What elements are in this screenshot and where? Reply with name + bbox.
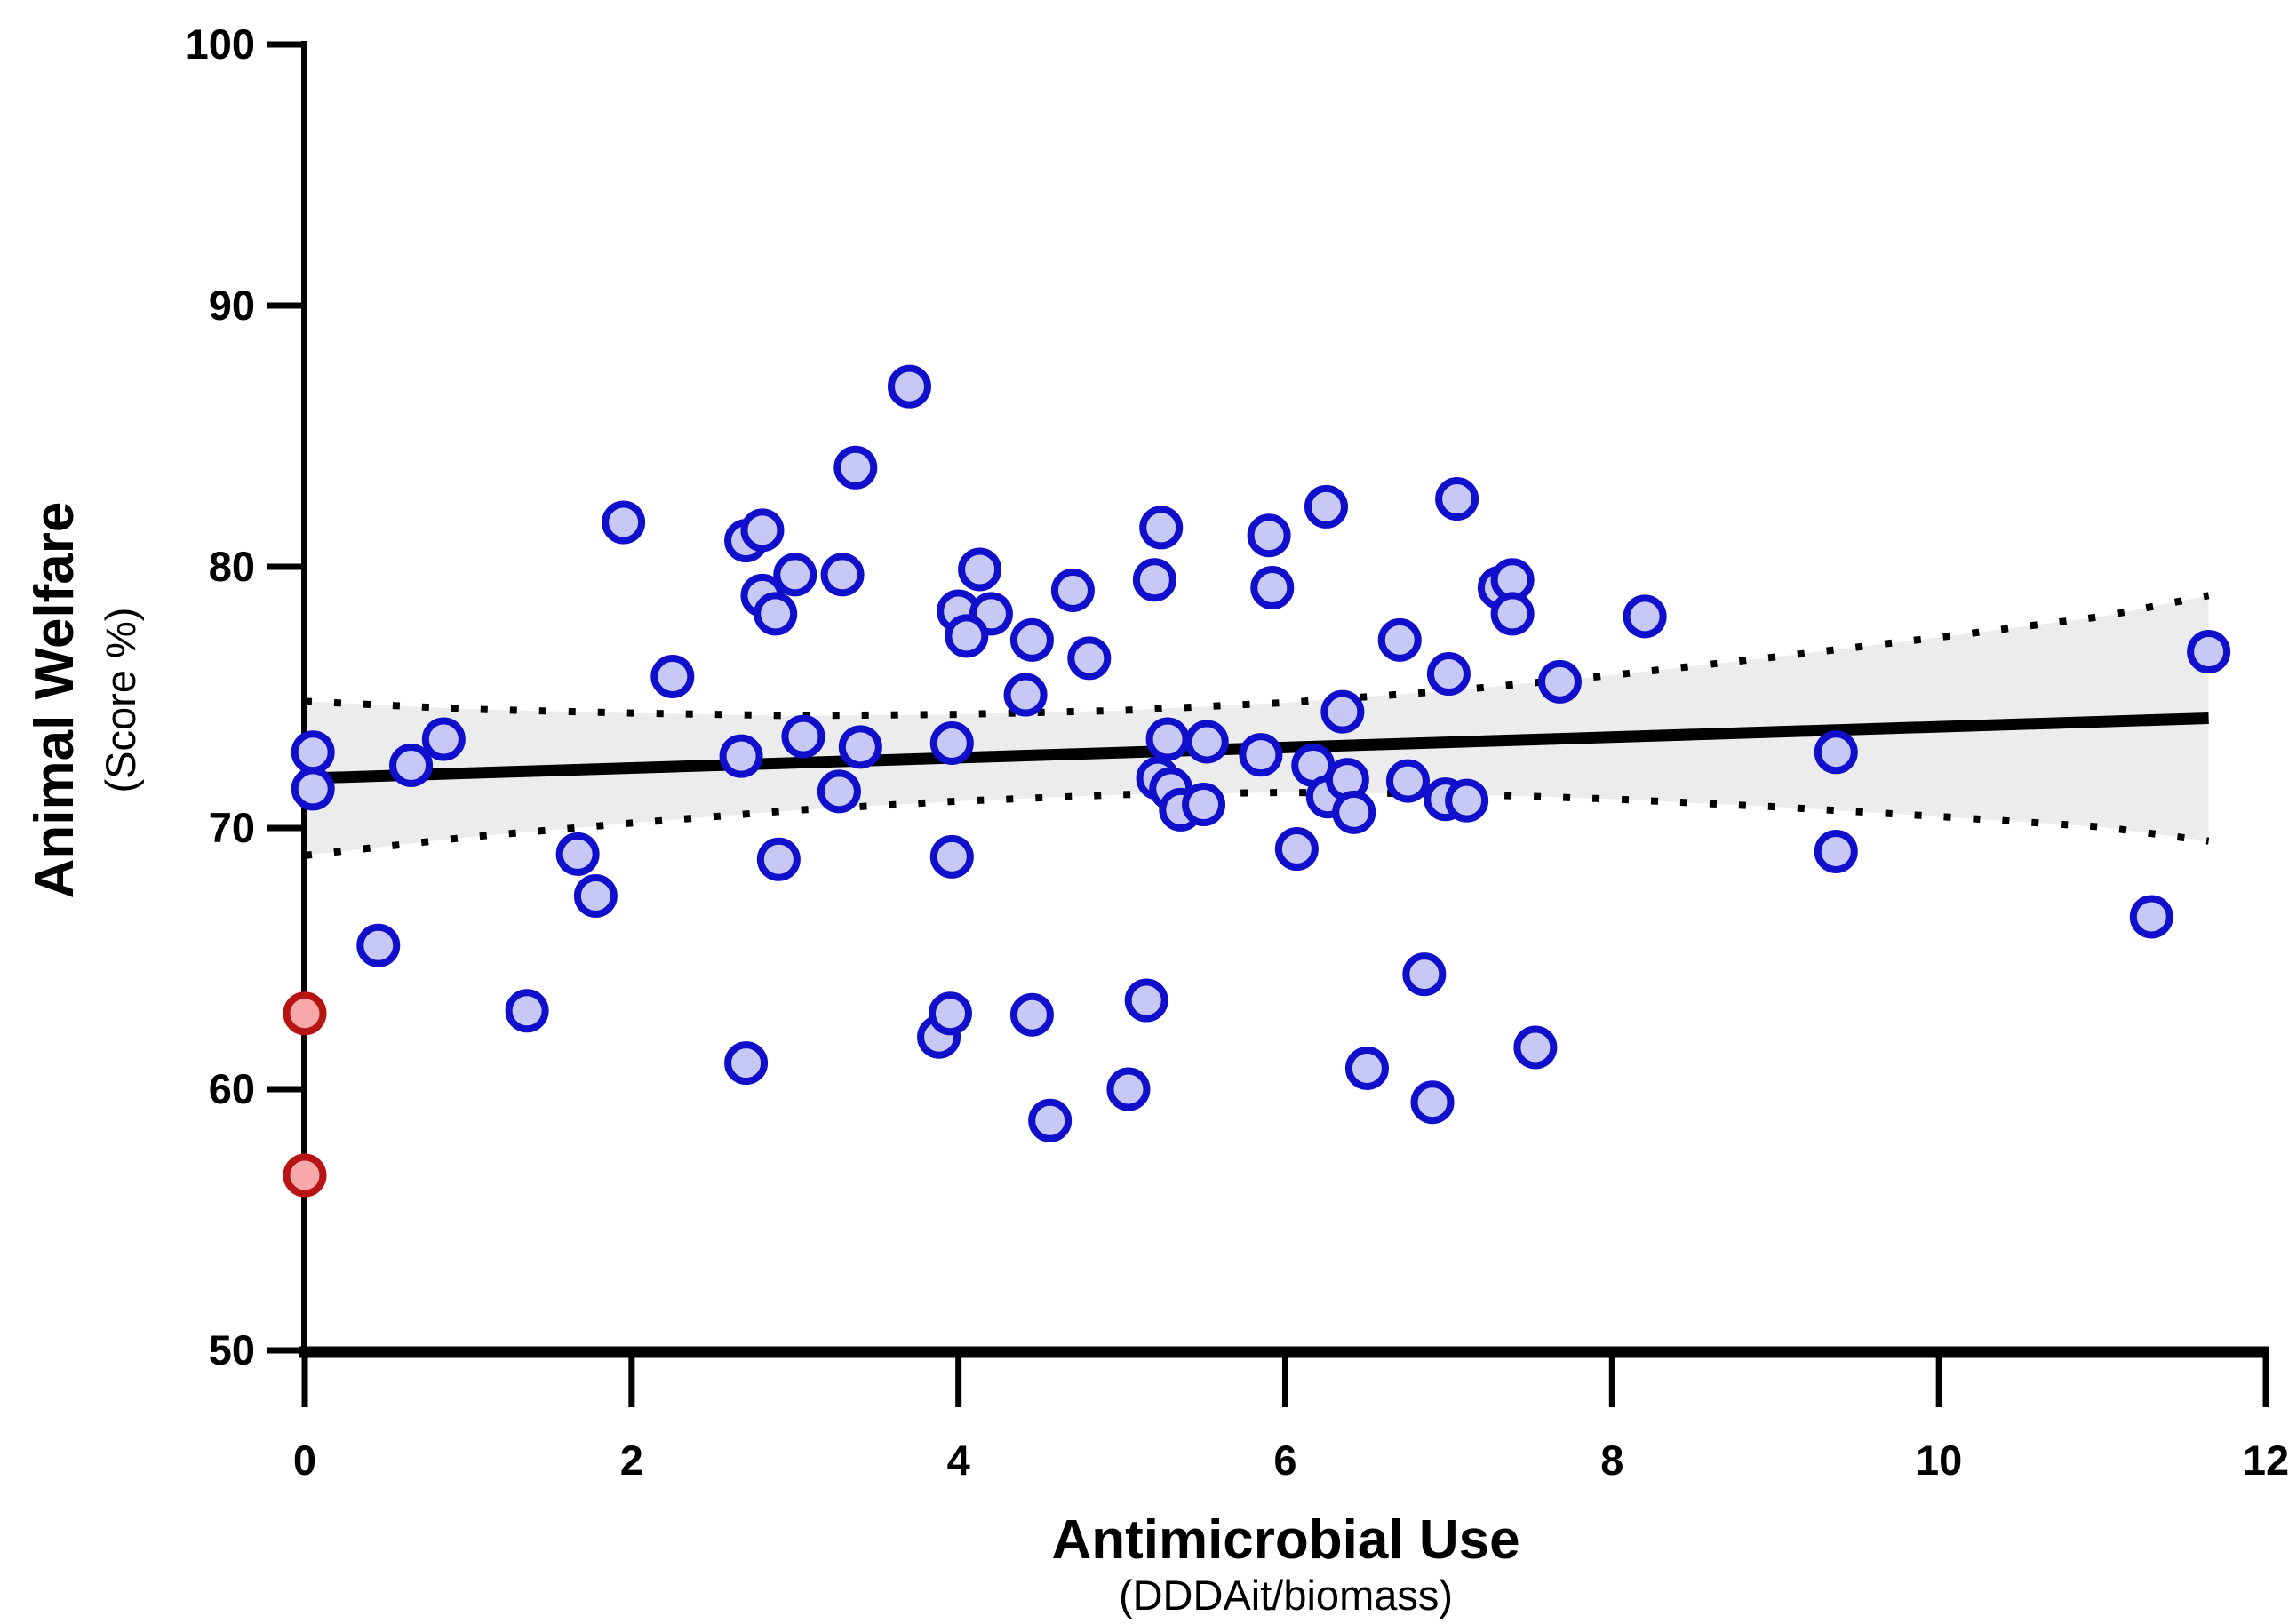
herd-observations-point — [1182, 783, 1226, 827]
herd-observations-point — [1250, 566, 1295, 610]
herd-observations-point — [945, 614, 989, 658]
herd-observations-point — [573, 873, 618, 918]
herd-observations-point — [1050, 568, 1095, 612]
y-tick-label: 100 — [186, 20, 255, 68]
herd-observations-point — [1247, 513, 1291, 558]
ci-upper-dotted-line — [304, 592, 2210, 720]
herd-observations-point — [291, 730, 335, 775]
herd-observations-point — [421, 717, 466, 761]
herd-observations-point — [650, 654, 695, 698]
x-tick-label: 10 — [1916, 1437, 1962, 1484]
herd-observations-point — [1132, 558, 1176, 602]
herd-observations-point — [1124, 978, 1168, 1023]
y-tick-label: 90 — [209, 282, 255, 329]
y-tick-label: 70 — [209, 804, 255, 851]
herd-observations-point — [1410, 1080, 1455, 1125]
x-tick-label: 12 — [2243, 1437, 2289, 1484]
herd-observations-point — [1385, 759, 1430, 803]
herd-observations-point — [1623, 594, 1667, 639]
zero-use-herds-point — [283, 991, 327, 1036]
herd-observations-point — [2129, 895, 2173, 939]
herd-observations-point — [1814, 829, 1858, 873]
herd-observations-point — [719, 734, 763, 778]
herd-observations-point — [1344, 1046, 1389, 1090]
herd-observations-point — [838, 725, 882, 769]
herd-observations-point — [356, 923, 401, 967]
x-tick-label: 2 — [620, 1437, 643, 1484]
herd-observations-point — [820, 553, 865, 597]
herd-observations-point — [1184, 720, 1229, 764]
y-axis-subtitle: (Score %) — [97, 608, 144, 793]
x-tick-label: 6 — [1273, 1437, 1296, 1484]
herd-observations-point — [1239, 733, 1283, 777]
y-tick-label: 80 — [209, 543, 255, 590]
herd-observations-point — [1028, 1098, 1073, 1142]
herd-observations-point — [505, 989, 549, 1033]
herd-observations-point — [1106, 1067, 1151, 1111]
herd-observations-point — [773, 553, 818, 597]
x-tick-label: 4 — [947, 1437, 970, 1484]
herd-observations-point — [929, 720, 974, 765]
herd-observations-point — [1332, 790, 1376, 834]
herd-observations-point — [1814, 730, 1858, 775]
x-axis-subtitle: (DDDAit/biomass) — [1119, 1572, 1453, 1619]
ci-lower-dotted-line — [304, 789, 2210, 859]
herd-observations-point — [781, 714, 825, 759]
herd-observations-point — [1490, 592, 1535, 636]
herd-observations-point — [1009, 992, 1054, 1037]
y-axis-title: Animal Welfare — [24, 502, 85, 899]
confidence-band-group — [304, 592, 2210, 859]
zero-use-herds-point — [283, 1153, 327, 1198]
data-points-group — [283, 364, 2231, 1198]
herd-observations-point — [1304, 484, 1348, 529]
herd-observations-point — [929, 834, 974, 879]
herd-observations-point — [833, 445, 878, 490]
herd-observations-point — [1513, 1025, 1558, 1070]
herd-observations-point — [756, 837, 801, 881]
herd-observations-point — [1426, 652, 1471, 697]
herd-observations-point — [928, 991, 972, 1036]
x-tick-label: 0 — [293, 1437, 316, 1484]
herd-observations-point — [1402, 952, 1447, 997]
herd-observations-point — [1145, 717, 1190, 761]
x-tick-label: 8 — [1600, 1437, 1623, 1484]
herd-observations-point — [1003, 673, 1048, 717]
herd-observations-point — [555, 832, 600, 876]
axes-group: 50 60 70 80 90 100 0 2 4 6 8 10 12 — [186, 20, 2289, 1484]
herd-observations-point — [1537, 659, 1582, 704]
herd-observations-point — [1139, 506, 1184, 550]
herd-observations-point — [1320, 689, 1365, 734]
herd-observations-point — [887, 364, 931, 409]
herd-observations-point — [1067, 636, 1112, 681]
herd-observations-point — [1445, 778, 1489, 823]
herd-observations-point — [724, 1041, 769, 1086]
herd-observations-point — [1009, 617, 1054, 662]
herd-observations-point — [2187, 630, 2231, 674]
ci-band-fill — [305, 595, 2209, 856]
herd-observations-point — [817, 769, 861, 814]
x-axis-title: Antimicrobial Use — [1051, 1509, 1519, 1571]
y-tick-label: 50 — [209, 1326, 255, 1373]
herd-observations-point — [291, 767, 335, 811]
herd-observations-point — [740, 508, 785, 553]
herd-observations-point — [389, 743, 434, 787]
herd-observations-point — [602, 500, 646, 545]
herd-observations-point — [958, 547, 1002, 592]
y-tick-label: 60 — [209, 1065, 255, 1112]
herd-observations-point — [1435, 477, 1479, 521]
herd-observations-point — [754, 592, 798, 636]
herd-observations-point — [1377, 617, 1422, 662]
herd-observations-point — [1274, 827, 1319, 872]
